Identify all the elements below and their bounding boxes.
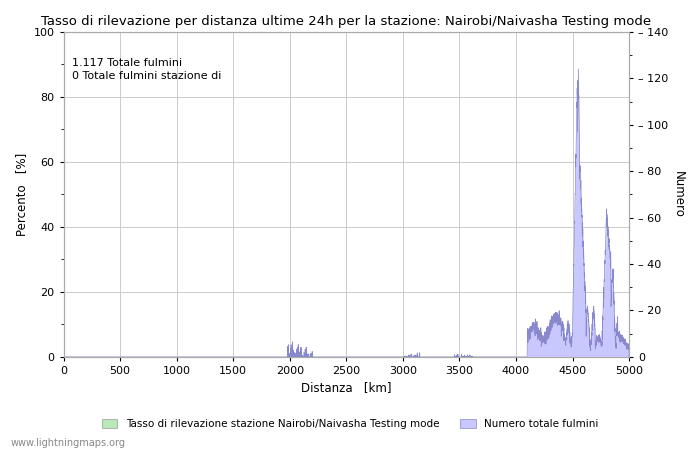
Text: 1.117 Totale fulmini
0 Totale fulmini stazione di: 1.117 Totale fulmini 0 Totale fulmini st…: [72, 58, 221, 81]
X-axis label: Distanza   [km]: Distanza [km]: [301, 382, 391, 395]
Y-axis label: Numero: Numero: [672, 171, 685, 218]
Legend: Tasso di rilevazione stazione Nairobi/Naivasha Testing mode, Numero totale fulmi: Tasso di rilevazione stazione Nairobi/Na…: [97, 415, 603, 433]
Text: www.lightningmaps.org: www.lightningmaps.org: [10, 438, 125, 448]
Y-axis label: Percento   [%]: Percento [%]: [15, 153, 28, 236]
Title: Tasso di rilevazione per distanza ultime 24h per la stazione: Nairobi/Naivasha T: Tasso di rilevazione per distanza ultime…: [41, 15, 652, 28]
